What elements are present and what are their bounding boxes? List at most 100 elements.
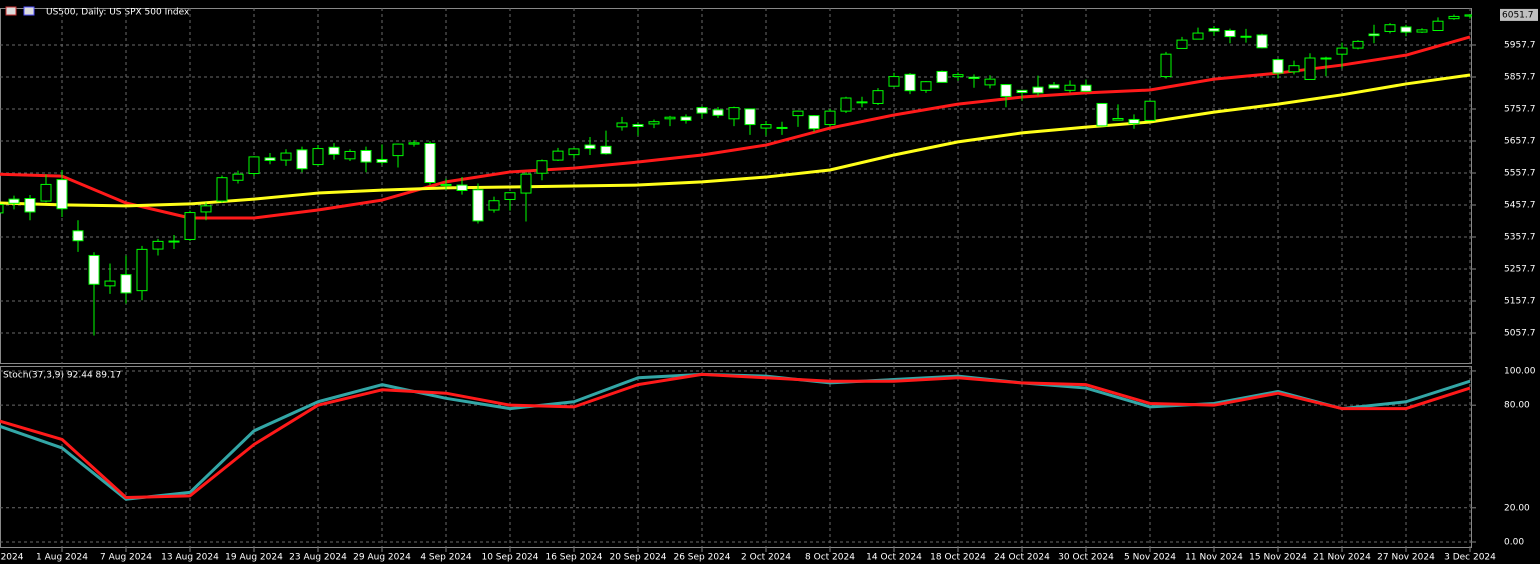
candle-body bbox=[1352, 40, 1364, 49]
candle-body bbox=[1208, 28, 1220, 32]
candle-body bbox=[136, 248, 148, 292]
candle-body bbox=[1096, 102, 1108, 127]
candle-body bbox=[216, 177, 228, 202]
candle-body bbox=[360, 149, 372, 163]
candle-body bbox=[328, 146, 340, 155]
candle-body bbox=[1368, 33, 1380, 37]
candle-body bbox=[56, 179, 68, 210]
candle-body bbox=[248, 156, 260, 175]
candle-body bbox=[88, 254, 100, 285]
axes: 5057.7 5157.7 5257.7 5357.7 5457.7 5557.7 5657… bbox=[0, 8, 1538, 563]
x-tick-label: 26 Jul 2024 bbox=[0, 553, 24, 563]
candle-body bbox=[712, 109, 724, 116]
candle-body bbox=[536, 160, 548, 174]
candle-body bbox=[184, 212, 196, 240]
candle-body bbox=[824, 110, 836, 126]
candle-body bbox=[600, 145, 612, 155]
last-price-box bbox=[1500, 8, 1538, 21]
y-tick-label: 5957.7 bbox=[1504, 40, 1536, 50]
candle-body bbox=[888, 76, 900, 87]
x-tick-label: 30 Oct 2024 bbox=[1058, 553, 1114, 563]
candle-body bbox=[808, 115, 820, 130]
candle-body bbox=[744, 108, 756, 126]
y-tick-label: 80.00 bbox=[1504, 401, 1530, 411]
y-tick-label: 0.00 bbox=[1504, 538, 1524, 548]
symbol-icons bbox=[5, 6, 35, 16]
y-tick-label: 5757.7 bbox=[1504, 104, 1536, 114]
x-tick-label: 27 Nov 2024 bbox=[1377, 553, 1435, 563]
candle-body bbox=[520, 173, 532, 194]
candle-body bbox=[840, 97, 852, 112]
chart-title: US500, Daily: US SPX 500 Index bbox=[46, 8, 190, 18]
candle-body bbox=[1000, 84, 1012, 97]
candle-body bbox=[8, 198, 20, 204]
y-tick-label: 5857.7 bbox=[1504, 72, 1536, 82]
stoch-plot bbox=[0, 366, 1472, 548]
candle-body bbox=[1288, 65, 1300, 73]
x-tick-label: 18 Oct 2024 bbox=[930, 553, 986, 563]
candle-body bbox=[296, 149, 308, 170]
candle-body bbox=[1192, 32, 1204, 40]
candle-body bbox=[1432, 20, 1444, 31]
candle-body bbox=[456, 184, 468, 191]
candle-body bbox=[664, 116, 676, 120]
y-tick-label: 20.00 bbox=[1504, 503, 1530, 513]
y-tick-label: 5257.7 bbox=[1504, 264, 1536, 274]
candle-body bbox=[856, 101, 868, 104]
x-tick-label: 20 Sep 2024 bbox=[609, 553, 666, 563]
candle-body bbox=[1272, 59, 1284, 74]
main-panel-frame bbox=[0, 8, 1472, 364]
candle-body bbox=[552, 150, 564, 161]
candle-body bbox=[168, 240, 180, 243]
candle-body bbox=[1160, 53, 1172, 78]
candle-body bbox=[392, 143, 404, 157]
candle-body bbox=[792, 110, 804, 117]
indicator-title: Stoch(37,3,9) 92.44 89.17 bbox=[3, 371, 121, 381]
candle-body bbox=[120, 274, 132, 294]
x-tick-label: 3 Dec 2024 bbox=[1444, 553, 1496, 563]
candle-body bbox=[968, 76, 980, 79]
candle-body bbox=[1384, 24, 1396, 32]
candle-body bbox=[1064, 84, 1076, 91]
candle-body bbox=[424, 142, 436, 183]
candle-body bbox=[104, 280, 116, 287]
candle-body bbox=[760, 124, 772, 129]
candle-body bbox=[1112, 117, 1124, 121]
candle-body bbox=[1048, 84, 1060, 89]
x-tick-label: 10 Sep 2024 bbox=[481, 553, 538, 563]
y-tick-label: 5157.7 bbox=[1504, 296, 1536, 306]
x-tick-label: 26 Sep 2024 bbox=[673, 553, 730, 563]
candle-body bbox=[440, 183, 452, 186]
candle-body bbox=[1240, 35, 1252, 38]
x-tick-label: 23 Aug 2024 bbox=[289, 553, 347, 563]
candle-body bbox=[1448, 15, 1460, 20]
candle-body bbox=[936, 70, 948, 83]
candle-body bbox=[152, 240, 164, 250]
stochastic-line bbox=[0, 372, 1471, 501]
x-tick-label: 16 Sep 2024 bbox=[545, 553, 602, 563]
x-tick-label: 19 Aug 2024 bbox=[225, 553, 283, 563]
candle-body bbox=[232, 173, 244, 181]
candle-body bbox=[40, 183, 52, 202]
candle-body bbox=[312, 148, 324, 166]
candle-body bbox=[776, 126, 788, 129]
candle-body bbox=[872, 90, 884, 104]
candle-body bbox=[728, 107, 740, 120]
candle-body bbox=[1016, 89, 1028, 94]
x-tick-label: 8 Oct 2024 bbox=[805, 553, 855, 563]
main-plot bbox=[0, 8, 1472, 364]
candle-body bbox=[904, 73, 916, 92]
candle-body bbox=[648, 121, 660, 125]
y-tick-label: 100.00 bbox=[1504, 366, 1536, 376]
x-tick-label: 7 Aug 2024 bbox=[100, 553, 152, 563]
candle-body bbox=[1320, 57, 1332, 60]
x-tick-label: 15 Nov 2024 bbox=[1249, 553, 1307, 563]
candle-body bbox=[488, 200, 500, 211]
candle-body bbox=[280, 152, 292, 161]
x-tick-label: 1 Aug 2024 bbox=[36, 553, 88, 563]
candle-body bbox=[1416, 29, 1428, 33]
candle-body bbox=[1032, 86, 1044, 94]
y-tick-label: 5357.7 bbox=[1504, 232, 1536, 242]
candle-body bbox=[408, 142, 420, 145]
candle-body bbox=[984, 78, 996, 86]
